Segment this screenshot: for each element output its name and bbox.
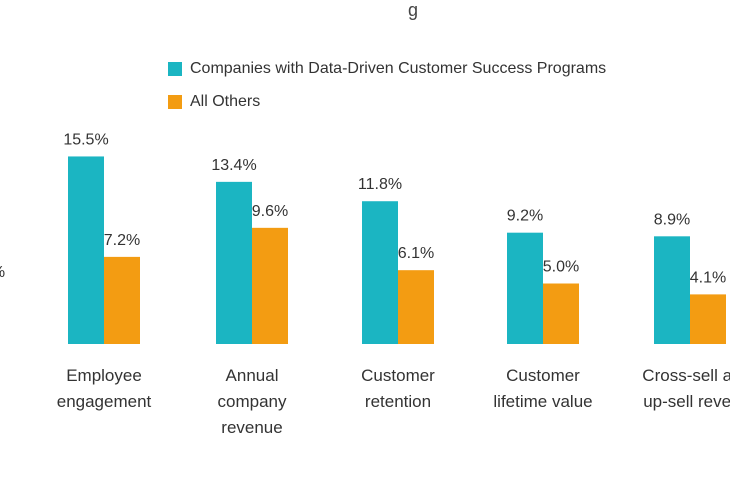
data-label-s2-4: 5.0% xyxy=(543,259,579,276)
bar-s2-2 xyxy=(252,227,288,344)
data-label-s2-1: 7.2% xyxy=(104,232,140,249)
data-label-s1-2: 13.4% xyxy=(211,157,256,174)
legend-swatch-series-1 xyxy=(168,61,182,76)
category-label-1-line-0: Employee xyxy=(66,366,142,385)
legend-item-series-2: All Others xyxy=(168,85,606,118)
data-label-s1-4: 9.2% xyxy=(507,208,543,225)
bar-s2-3 xyxy=(398,270,434,344)
category-label-2-line-1: company xyxy=(218,392,287,411)
bar-s2-4 xyxy=(543,283,579,344)
category-label-5-line-1: up-sell rever xyxy=(643,392,730,411)
category-label-4-line-0: Customer xyxy=(506,366,580,385)
bar-s1-5 xyxy=(654,236,690,344)
chart-title-fragment: g xyxy=(408,0,419,20)
data-label-s1-5: 8.9% xyxy=(654,211,690,228)
bar-s1-3 xyxy=(362,201,398,344)
legend-swatch-series-2 xyxy=(168,94,182,109)
category-label-3-line-0: Customer xyxy=(361,366,435,385)
bar-s1-1 xyxy=(68,156,104,344)
legend: Companies with Data-Driven Customer Succ… xyxy=(168,52,606,118)
category-label-1-line-1: engagement xyxy=(57,392,152,411)
category-label-2-line-2: revenue xyxy=(221,418,282,437)
category-label-4-line-1: lifetime value xyxy=(493,392,592,411)
data-label-s2-3: 6.1% xyxy=(398,245,434,262)
legend-label-series-1: Companies with Data-Driven Customer Succ… xyxy=(190,59,607,77)
data-label-s2-0: % xyxy=(0,264,5,281)
bar-s2-5 xyxy=(690,294,726,344)
category-label-5-line-0: Cross-sell ar xyxy=(642,366,730,385)
bar-s2-1 xyxy=(104,256,140,344)
legend-label-series-2: All Others xyxy=(190,92,261,110)
data-label-s2-5: 4.1% xyxy=(690,269,726,286)
category-label-3-line-1: retention xyxy=(365,392,431,411)
legend-item-series-1: Companies with Data-Driven Customer Succ… xyxy=(168,52,606,85)
data-label-s2-2: 9.6% xyxy=(252,203,288,220)
data-label-s1-1: 15.5% xyxy=(63,131,108,148)
bar-s1-2 xyxy=(216,181,252,344)
bar-s1-4 xyxy=(507,232,543,344)
data-label-s1-3: 11.8% xyxy=(358,176,402,193)
category-label-2-line-0: Annual xyxy=(226,366,279,385)
